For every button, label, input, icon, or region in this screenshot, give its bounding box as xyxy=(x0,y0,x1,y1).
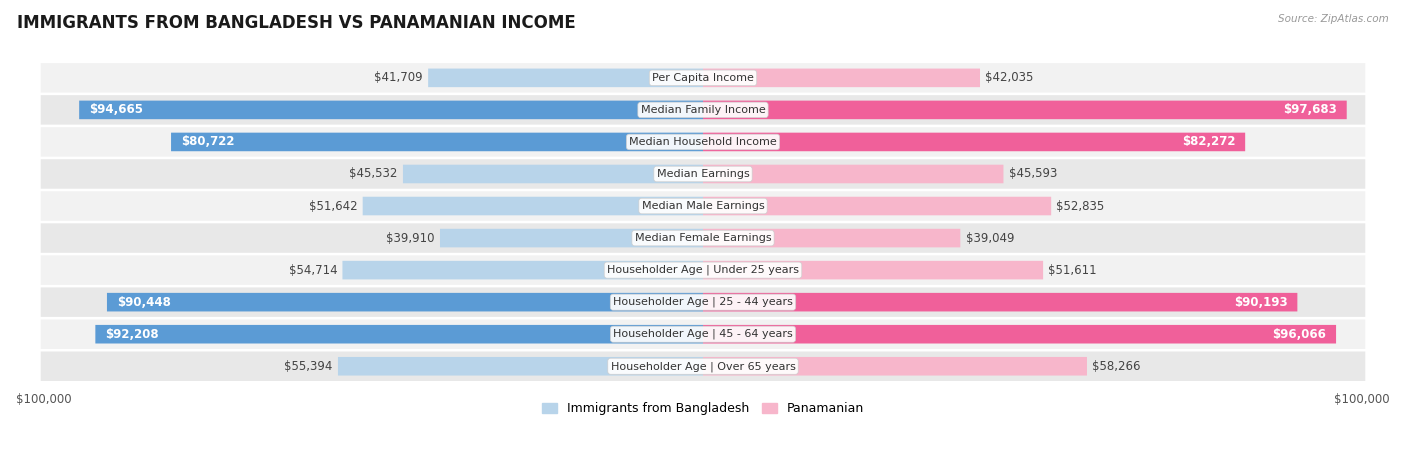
FancyBboxPatch shape xyxy=(429,69,703,87)
Text: Householder Age | 25 - 44 years: Householder Age | 25 - 44 years xyxy=(613,297,793,307)
Text: Median Household Income: Median Household Income xyxy=(628,137,778,147)
Legend: Immigrants from Bangladesh, Panamanian: Immigrants from Bangladesh, Panamanian xyxy=(537,397,869,420)
Text: $90,193: $90,193 xyxy=(1234,296,1288,309)
FancyBboxPatch shape xyxy=(41,159,1365,189)
Text: Householder Age | 45 - 64 years: Householder Age | 45 - 64 years xyxy=(613,329,793,340)
FancyBboxPatch shape xyxy=(703,69,980,87)
Text: $42,035: $42,035 xyxy=(986,71,1033,85)
Text: Householder Age | Over 65 years: Householder Age | Over 65 years xyxy=(610,361,796,372)
Text: $92,208: $92,208 xyxy=(105,328,159,341)
Text: Median Male Earnings: Median Male Earnings xyxy=(641,201,765,211)
FancyBboxPatch shape xyxy=(107,293,703,311)
Text: $51,642: $51,642 xyxy=(309,199,357,212)
FancyBboxPatch shape xyxy=(404,165,703,183)
FancyBboxPatch shape xyxy=(41,63,1365,92)
FancyBboxPatch shape xyxy=(41,95,1365,125)
FancyBboxPatch shape xyxy=(703,293,1298,311)
FancyBboxPatch shape xyxy=(703,325,1336,344)
Text: $45,532: $45,532 xyxy=(349,168,398,180)
Text: $96,066: $96,066 xyxy=(1272,328,1326,341)
FancyBboxPatch shape xyxy=(96,325,703,344)
Text: $45,593: $45,593 xyxy=(1008,168,1057,180)
FancyBboxPatch shape xyxy=(41,127,1365,157)
FancyBboxPatch shape xyxy=(41,191,1365,221)
Text: $94,665: $94,665 xyxy=(89,103,143,116)
FancyBboxPatch shape xyxy=(363,197,703,215)
FancyBboxPatch shape xyxy=(703,261,1043,279)
FancyBboxPatch shape xyxy=(41,223,1365,253)
FancyBboxPatch shape xyxy=(41,352,1365,381)
FancyBboxPatch shape xyxy=(703,165,1004,183)
FancyBboxPatch shape xyxy=(343,261,703,279)
Text: $97,683: $97,683 xyxy=(1284,103,1337,116)
Text: $52,835: $52,835 xyxy=(1056,199,1105,212)
FancyBboxPatch shape xyxy=(703,229,960,248)
FancyBboxPatch shape xyxy=(703,197,1052,215)
Text: $39,910: $39,910 xyxy=(387,232,434,245)
Text: $39,049: $39,049 xyxy=(966,232,1014,245)
Text: Householder Age | Under 25 years: Householder Age | Under 25 years xyxy=(607,265,799,276)
FancyBboxPatch shape xyxy=(440,229,703,248)
Text: $58,266: $58,266 xyxy=(1092,360,1140,373)
Text: Median Family Income: Median Family Income xyxy=(641,105,765,115)
Text: Median Female Earnings: Median Female Earnings xyxy=(634,233,772,243)
Text: $82,272: $82,272 xyxy=(1182,135,1236,149)
Text: $80,722: $80,722 xyxy=(181,135,235,149)
Text: Per Capita Income: Per Capita Income xyxy=(652,73,754,83)
FancyBboxPatch shape xyxy=(41,319,1365,349)
FancyBboxPatch shape xyxy=(41,255,1365,285)
Text: $41,709: $41,709 xyxy=(374,71,423,85)
Text: $55,394: $55,394 xyxy=(284,360,333,373)
Text: IMMIGRANTS FROM BANGLADESH VS PANAMANIAN INCOME: IMMIGRANTS FROM BANGLADESH VS PANAMANIAN… xyxy=(17,14,575,32)
Text: $54,714: $54,714 xyxy=(288,263,337,276)
Text: $51,611: $51,611 xyxy=(1049,263,1097,276)
Text: $90,448: $90,448 xyxy=(117,296,170,309)
FancyBboxPatch shape xyxy=(79,100,703,119)
FancyBboxPatch shape xyxy=(337,357,703,375)
FancyBboxPatch shape xyxy=(703,133,1246,151)
FancyBboxPatch shape xyxy=(703,100,1347,119)
Text: Source: ZipAtlas.com: Source: ZipAtlas.com xyxy=(1278,14,1389,24)
FancyBboxPatch shape xyxy=(41,287,1365,317)
Text: Median Earnings: Median Earnings xyxy=(657,169,749,179)
FancyBboxPatch shape xyxy=(703,357,1087,375)
FancyBboxPatch shape xyxy=(172,133,703,151)
